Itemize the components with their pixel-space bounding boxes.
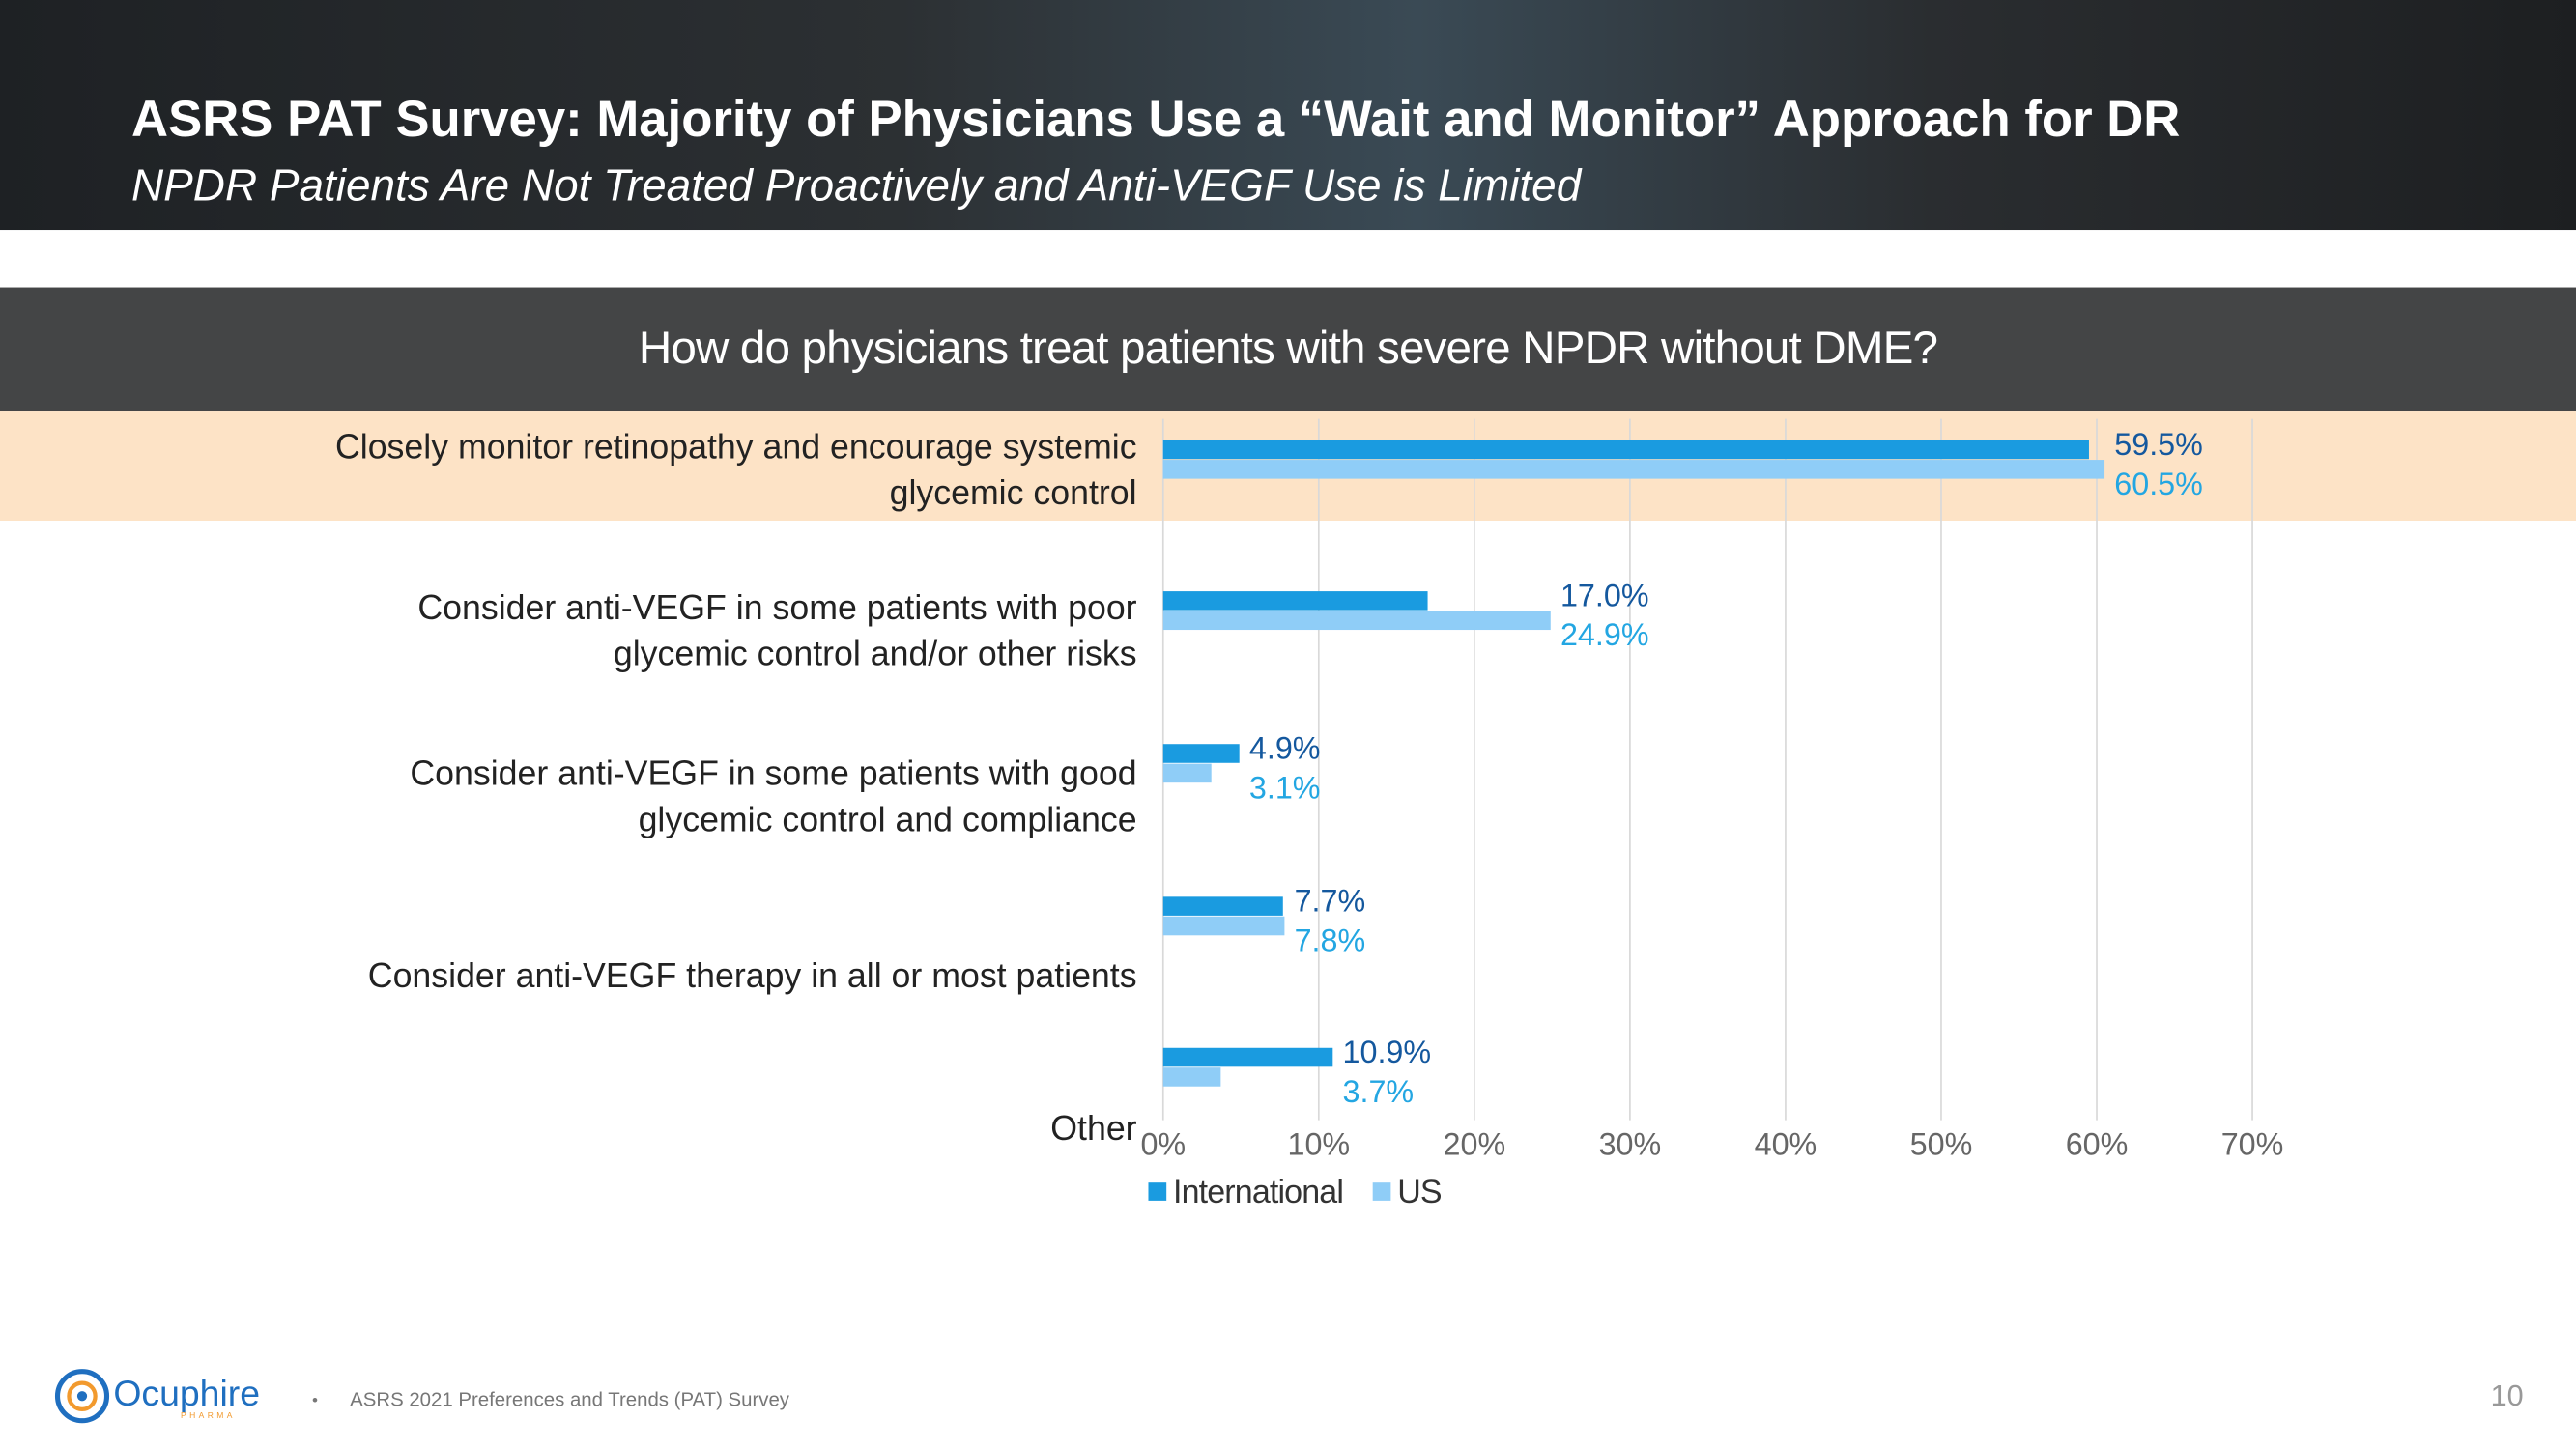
x-tick-label: 10% [1287,1126,1350,1161]
bar [1162,460,2105,479]
x-tick-label: 60% [2066,1126,2129,1161]
bar [1162,611,1551,631]
bar [1162,591,1428,611]
page-number: 10 [2491,1379,2524,1412]
value-label: 60.5% [2114,467,2203,501]
bar [1162,1067,1221,1087]
x-tick-label: 30% [1599,1126,1662,1161]
legend-label: US [1397,1174,1442,1210]
category-label: Other [1050,1110,1137,1149]
category-label: Closely monitor retinopathy and encourag… [334,428,1137,513]
value-label: 10.9% [1343,1035,1432,1069]
value-label: 3.1% [1249,770,1321,805]
x-tick-label: 70% [2221,1126,2284,1161]
bar [1162,440,2089,460]
bar [1162,744,1240,763]
question-band [0,287,2576,412]
category-label: Consider anti-VEGF in some patients with… [417,589,1137,674]
value-label: 17.0% [1560,578,1649,612]
value-label: 7.7% [1295,884,1366,919]
logo-text: Ocuphire [113,1373,260,1413]
x-tick-label: 20% [1444,1126,1506,1161]
x-tick-label: 40% [1755,1126,1818,1161]
legend-label: International [1173,1174,1343,1210]
category-label: Consider anti-VEGF therapy in all or mos… [367,957,1137,996]
chart-title: How do physicians treat patients with se… [638,322,1938,373]
value-label: 7.8% [1295,923,1366,957]
value-label: 4.9% [1249,731,1321,766]
header-band [0,0,2576,231]
value-label: 24.9% [1560,617,1649,652]
slide-title: ASRS PAT Survey: Majority of Physicians … [131,90,2181,149]
source-note: ASRS 2021 Preferences and Trends (PAT) S… [350,1390,790,1411]
x-tick-label: 0% [1140,1126,1186,1161]
slide-subtitle: NPDR Patients Are Not Treated Proactivel… [131,160,1582,211]
bar [1162,763,1212,783]
logo-icon [54,1369,110,1424]
x-tick-label: 50% [1910,1126,1973,1161]
logo-subtext: PHARMA [181,1410,236,1420]
legend-swatch [1148,1182,1167,1201]
value-label: 59.5% [2114,427,2203,462]
bar [1162,916,1285,936]
value-label: 3.7% [1343,1074,1415,1109]
bar [1162,1047,1333,1067]
bar [1162,896,1283,916]
legend-swatch [1372,1182,1391,1201]
bullet: • [312,1391,318,1409]
category-label: Consider anti-VEGF in some patients with… [410,755,1137,839]
